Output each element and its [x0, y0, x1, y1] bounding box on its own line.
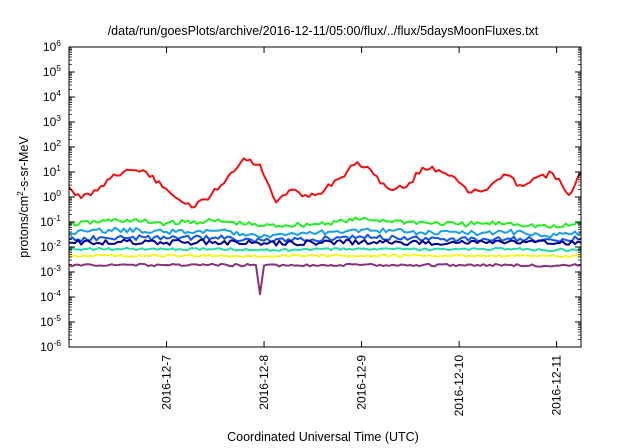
x-tick-label: 2016-12-7 — [160, 355, 174, 410]
y-axis-label-prefix: protons/cm — [17, 196, 31, 258]
y-axis: 10-6 10-5 10-4 10-3 10-2 10-1 100 101 102 103 104 1… — [40, 38, 581, 354]
y-tick-label: 10-4 — [40, 288, 61, 304]
y-tick-label: 10-2 — [40, 238, 61, 254]
y-axis-label: protons/cm2-s-sr-MeV — [15, 136, 31, 258]
y-tick-label: 103 — [43, 113, 61, 129]
y-tick-label: 100 — [43, 188, 61, 204]
x-axis: 2016-12-7 2016-12-8 2016-12-9 2016-12-10 201… — [160, 47, 564, 416]
series-line-5 — [68, 238, 582, 247]
series-line-8 — [68, 262, 582, 296]
series-line-7 — [69, 253, 582, 259]
y-tick-label: 104 — [43, 88, 61, 104]
y-tick-label: 101 — [43, 163, 61, 179]
x-tick-label: 2016-12-8 — [257, 355, 271, 410]
x-tick-label: 2016-12-11 — [550, 355, 564, 416]
series-line-2 — [68, 216, 582, 229]
y-tick-label: 106 — [43, 38, 61, 54]
x-tick-label: 2016-12-10 — [452, 355, 466, 417]
y-tick-label: 102 — [43, 138, 61, 154]
chart-title: /data/run/goesPlots/archive/2016-12-11/0… — [108, 24, 539, 38]
y-tick-label: 10-3 — [40, 263, 61, 279]
y-tick-label: 10-1 — [40, 213, 61, 229]
series-line-6 — [68, 246, 582, 253]
series-line-4 — [68, 233, 582, 244]
y-axis-label-sup: 2 — [15, 191, 25, 196]
y-tick-label: 10-5 — [40, 313, 61, 329]
y-tick-label: 105 — [43, 63, 61, 79]
x-axis-label: Coordinated Universal Time (UTC) — [227, 430, 419, 444]
x-tick-label: 2016-12-9 — [355, 355, 369, 410]
series-line-3 — [68, 226, 582, 239]
y-axis-label-suffix: -s-sr-MeV — [17, 136, 31, 192]
plot-area — [68, 157, 582, 296]
series-line-1 — [68, 157, 582, 209]
y-tick-label: 10-6 — [40, 338, 61, 354]
plot-frame — [68, 46, 582, 348]
